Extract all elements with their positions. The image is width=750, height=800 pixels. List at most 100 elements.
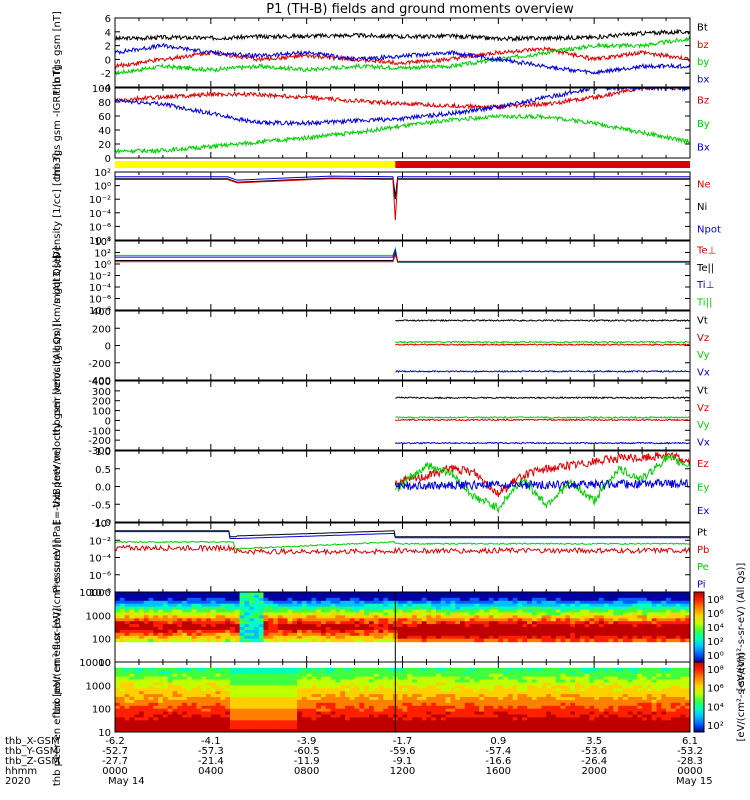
spectrogram-cell [369, 615, 375, 619]
spectrogram-cell [263, 702, 269, 707]
spectrogram-cell [277, 679, 284, 683]
spectrogram-cell [196, 711, 202, 716]
spectrogram-cell [503, 717, 509, 721]
spectrogram-cell [206, 638, 212, 643]
legend-entry: Vt [697, 386, 708, 397]
spectrogram-cell [345, 720, 351, 724]
spectrogram-cell [522, 624, 528, 628]
spectrogram-cell [162, 606, 169, 611]
spectrogram-cell [416, 612, 423, 616]
spectrogram-cell [426, 682, 432, 686]
spectrogram-cell [373, 714, 380, 718]
spectrogram-cell [522, 702, 528, 707]
spectrogram-cell [531, 638, 538, 643]
spectrogram-cell [321, 676, 327, 681]
spectrogram-cell [445, 688, 451, 692]
spectrogram-cell [158, 679, 164, 683]
spectrogram-cell [685, 627, 690, 631]
spectrogram-cell [225, 702, 231, 707]
spectrogram-cell [584, 694, 590, 698]
spectrogram-cell [263, 621, 269, 625]
spectrogram-cell [254, 624, 260, 628]
spectrogram-cell [378, 609, 384, 613]
spectrogram-cell [666, 594, 672, 599]
spectrogram-cell [115, 729, 121, 732]
spectrogram-cell [206, 720, 212, 724]
spectrogram-cell [335, 702, 341, 707]
spectrogram-cell [330, 621, 336, 625]
spectrogram-cell [345, 618, 351, 622]
spectrogram-cell [402, 705, 408, 710]
spectrogram-cell [234, 673, 241, 678]
spectrogram-cell [498, 691, 504, 695]
spectrogram-cell [249, 603, 255, 608]
y-tick-label: -4 [101, 83, 111, 94]
spectrogram-cell [301, 697, 308, 701]
spectrogram-cell [416, 592, 423, 596]
spectrogram-cell [354, 699, 360, 704]
spectrogram-cell [306, 705, 313, 710]
spectrogram-cell [455, 621, 461, 625]
spectrogram-cell [464, 711, 471, 716]
spectrogram-cell [565, 676, 571, 681]
spectrogram-cell [407, 726, 413, 730]
spectrogram-cell [177, 676, 183, 681]
spectrogram-cell [498, 667, 504, 672]
spectrogram-cell [426, 691, 432, 695]
spectrogram-cell [546, 711, 552, 716]
spectrogram-cell [158, 726, 164, 730]
spectrogram-cell [383, 629, 389, 634]
spectrogram-cell [416, 688, 423, 692]
spectrogram-cell [129, 726, 135, 730]
spectrogram-cell [498, 708, 504, 713]
spectrogram-cell [383, 726, 389, 730]
spectrogram-cell [464, 627, 471, 631]
spectrogram-cell [201, 673, 207, 678]
spectrogram-cell [172, 705, 178, 710]
spectrogram-cell [464, 609, 471, 613]
legend-entry: Pt [697, 528, 707, 539]
spectrogram-cell [297, 729, 303, 732]
spectrogram-cell [177, 685, 183, 689]
spectrogram-cell [282, 632, 289, 637]
spectrogram-cell [254, 627, 260, 631]
spectrogram-cell [498, 723, 504, 727]
spectrogram-cell [220, 726, 226, 730]
spectrogram-cell [551, 688, 557, 692]
spectrogram-cell [455, 673, 461, 678]
spectrogram-cell [258, 632, 265, 637]
spectrogram-cell [311, 624, 317, 628]
spectrogram-cell [565, 717, 571, 721]
spectrogram-cell [436, 621, 442, 625]
spectrogram-cell [436, 618, 442, 622]
spectrogram-cell [570, 621, 576, 625]
spectrogram-cell [388, 676, 394, 681]
spectrogram-cell [115, 612, 121, 616]
spectrogram-cell [541, 694, 547, 698]
spectrogram-cell [512, 720, 519, 724]
spectrogram-cell [316, 638, 322, 643]
panel-data [115, 88, 690, 155]
spectrogram-cell [464, 702, 471, 707]
spectrogram-cell [369, 670, 375, 675]
spectrogram-cell [450, 697, 456, 701]
spectrogram-cell [541, 717, 547, 721]
spectrogram-cell [579, 714, 586, 718]
spectrogram-cell [407, 600, 413, 605]
spectrogram-cell [589, 600, 595, 605]
spectrogram-cell [455, 670, 461, 675]
spectrogram-cell [661, 600, 667, 605]
spectrogram-cell [632, 621, 638, 625]
spectrogram-cell [536, 597, 543, 602]
y-tick-label: 4 [105, 28, 111, 39]
spectrogram-cell [527, 708, 533, 713]
spectrogram-cell [479, 670, 485, 675]
spectrogram-cell [268, 627, 274, 631]
spectrogram-cell [297, 723, 303, 727]
spectrogram-cell [570, 729, 576, 732]
spectrogram-cell [383, 606, 389, 611]
spectrogram-cell [196, 714, 202, 718]
spectrogram-cell [436, 597, 442, 602]
